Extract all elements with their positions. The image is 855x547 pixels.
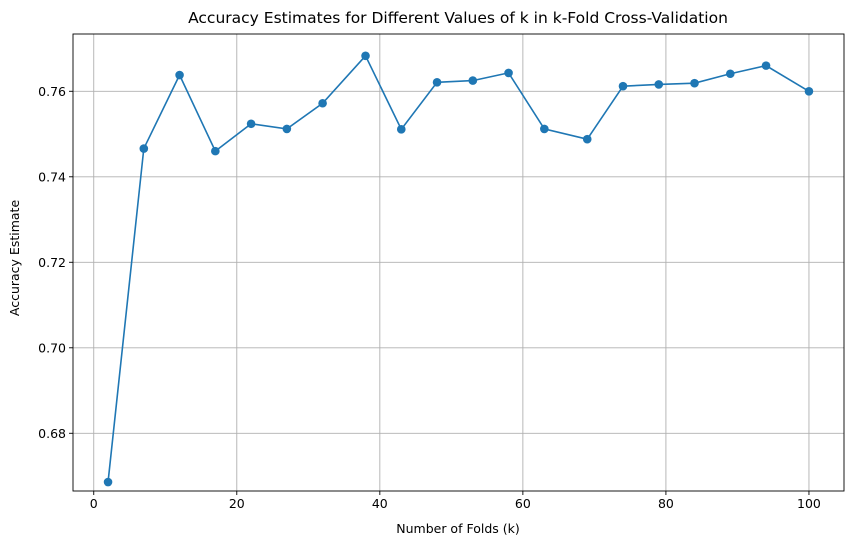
x-tick-label: 80	[658, 496, 674, 511]
data-point	[361, 51, 370, 61]
y-tick-label: 0.72	[38, 255, 66, 270]
data-points	[103, 51, 814, 487]
y-tick-label: 0.76	[38, 84, 66, 99]
x-tick-label: 40	[372, 496, 388, 511]
x-tick-label: 20	[229, 496, 245, 511]
x-tick-label: 100	[797, 496, 821, 511]
x-tick-label: 0	[90, 496, 98, 511]
data-point	[282, 124, 292, 134]
data-point	[761, 61, 771, 70]
grid	[73, 34, 844, 491]
y-tick-label: 0.74	[38, 169, 66, 184]
x-axis-label: Number of Folds (k)	[396, 521, 520, 536]
data-point	[540, 124, 549, 134]
data-point	[211, 146, 220, 156]
accuracy-line	[107, 54, 810, 483]
data-point	[690, 78, 699, 88]
data-point	[175, 70, 184, 80]
y-tick-label: 0.68	[38, 426, 66, 441]
data-point	[318, 98, 327, 108]
y-tick-label: 0.70	[38, 340, 66, 355]
data-point	[396, 125, 406, 134]
data-point	[618, 81, 628, 91]
chart-title: Accuracy Estimates for Different Values …	[188, 9, 728, 27]
y-axis-label: Accuracy Estimate	[7, 200, 22, 317]
data-point	[139, 144, 149, 153]
x-tick-label: 60	[515, 496, 531, 511]
data-point	[804, 86, 814, 96]
series-line	[107, 54, 810, 483]
data-point	[432, 78, 442, 87]
data-point	[246, 119, 256, 129]
data-point	[504, 68, 513, 78]
x-axis-ticks: 0 20 40 60 80 100	[90, 491, 821, 511]
data-point	[725, 69, 735, 79]
data-point	[468, 76, 478, 85]
data-point	[103, 477, 113, 487]
data-point	[654, 80, 664, 89]
data-point	[582, 134, 592, 144]
y-axis-ticks: 0.68 0.70 0.72 0.74 0.76	[38, 84, 73, 441]
